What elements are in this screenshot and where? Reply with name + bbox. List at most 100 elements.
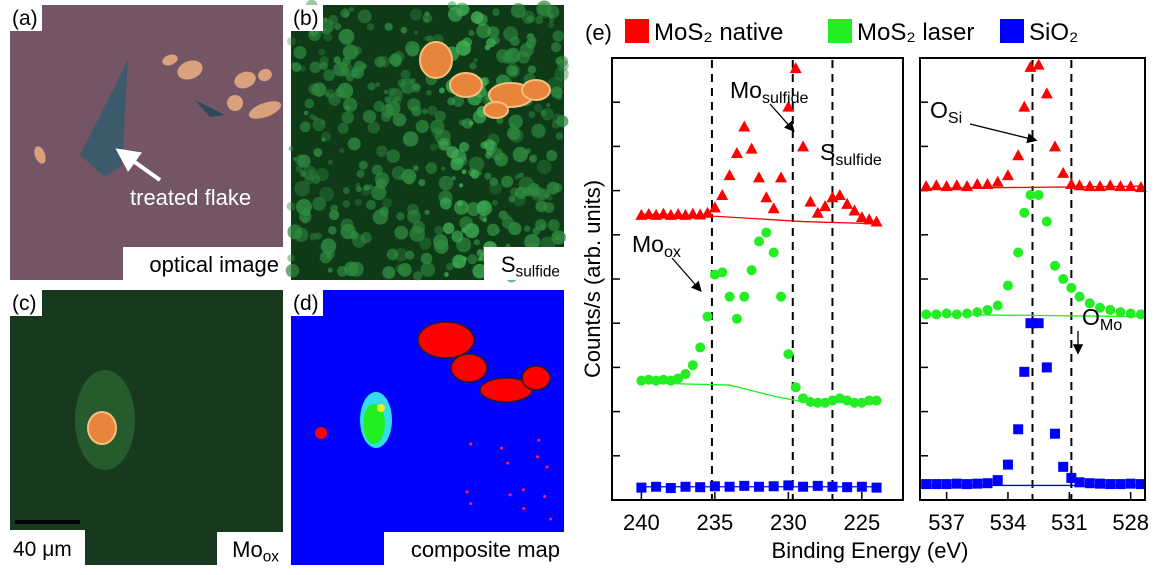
texture <box>524 233 541 250</box>
texture <box>439 197 452 210</box>
speck <box>543 495 547 499</box>
data-point <box>1001 169 1014 181</box>
texture <box>394 225 409 240</box>
data-point <box>930 179 943 191</box>
data-point <box>1033 190 1044 201</box>
data-point <box>1095 302 1105 313</box>
texture <box>358 160 368 170</box>
texture <box>550 42 562 53</box>
texture <box>468 30 475 37</box>
texture <box>536 0 552 16</box>
texture <box>386 248 399 261</box>
texture <box>412 165 419 171</box>
annotation-main: O <box>1082 304 1100 330</box>
data-point <box>636 375 647 386</box>
data-point <box>1074 291 1085 302</box>
texture <box>286 36 296 46</box>
texture <box>397 262 412 277</box>
texture <box>341 111 354 124</box>
texture <box>467 254 478 265</box>
data-point <box>1033 318 1044 329</box>
texture <box>482 217 488 223</box>
texture <box>338 148 345 154</box>
texture <box>400 26 408 34</box>
texture <box>491 199 498 206</box>
texture <box>313 148 323 157</box>
data-point <box>739 480 750 491</box>
texture <box>535 200 548 213</box>
flake <box>177 60 203 80</box>
data-point <box>783 480 794 491</box>
data-point <box>753 236 764 247</box>
data-point <box>827 481 838 492</box>
texture <box>338 28 355 45</box>
texture <box>480 141 488 149</box>
texture <box>489 177 499 187</box>
texture <box>517 50 531 64</box>
flake <box>34 146 46 164</box>
legend-label: MoS₂ native <box>654 19 783 46</box>
texture <box>376 178 388 190</box>
texture <box>328 226 337 235</box>
texture <box>451 176 456 181</box>
data-point <box>1040 87 1053 99</box>
data-point <box>636 482 647 493</box>
texture <box>345 73 355 82</box>
texture <box>423 36 429 41</box>
texture <box>312 196 327 211</box>
texture <box>383 89 389 95</box>
texture <box>402 131 419 147</box>
annotation: Moox <box>632 231 681 261</box>
texture <box>466 202 481 217</box>
data-point <box>1074 477 1085 488</box>
texture <box>486 37 496 48</box>
texture <box>323 32 333 42</box>
data-point <box>812 397 823 408</box>
texture <box>304 175 314 185</box>
data-point <box>752 171 765 183</box>
texture <box>325 92 330 97</box>
texture <box>327 267 333 273</box>
texture <box>494 152 509 167</box>
data-point <box>651 481 662 492</box>
texture <box>356 169 365 178</box>
annotation-sub: Mo <box>1100 316 1122 334</box>
texture <box>374 56 386 68</box>
texture <box>312 118 326 132</box>
texture <box>551 120 561 129</box>
data-point <box>1104 179 1117 191</box>
texture <box>447 97 456 106</box>
texture <box>458 119 466 126</box>
data-point <box>864 395 875 406</box>
texture <box>525 148 532 154</box>
texture <box>546 103 551 108</box>
data-point <box>991 175 1004 187</box>
data-point <box>1083 180 1096 192</box>
legend-label: SiO₂ <box>1029 19 1078 46</box>
texture <box>469 62 477 70</box>
data-point <box>1025 318 1036 329</box>
texture <box>340 218 354 232</box>
region <box>377 404 385 412</box>
data-point <box>716 189 729 201</box>
texture <box>318 48 326 56</box>
texture <box>486 223 500 237</box>
data-point <box>1073 179 1086 191</box>
texture <box>495 228 500 234</box>
texture <box>384 22 393 31</box>
texture <box>518 172 524 178</box>
data-point <box>982 478 993 489</box>
data-point <box>920 180 933 192</box>
data-point <box>798 481 809 492</box>
texture <box>555 57 563 65</box>
data-point <box>782 100 795 112</box>
texture <box>320 119 326 125</box>
data-point <box>695 482 706 493</box>
speck <box>506 461 510 465</box>
texture <box>546 150 558 162</box>
texture <box>367 184 373 190</box>
texture <box>319 61 328 71</box>
texture <box>452 95 465 107</box>
texture <box>506 126 521 141</box>
texture <box>441 166 446 171</box>
